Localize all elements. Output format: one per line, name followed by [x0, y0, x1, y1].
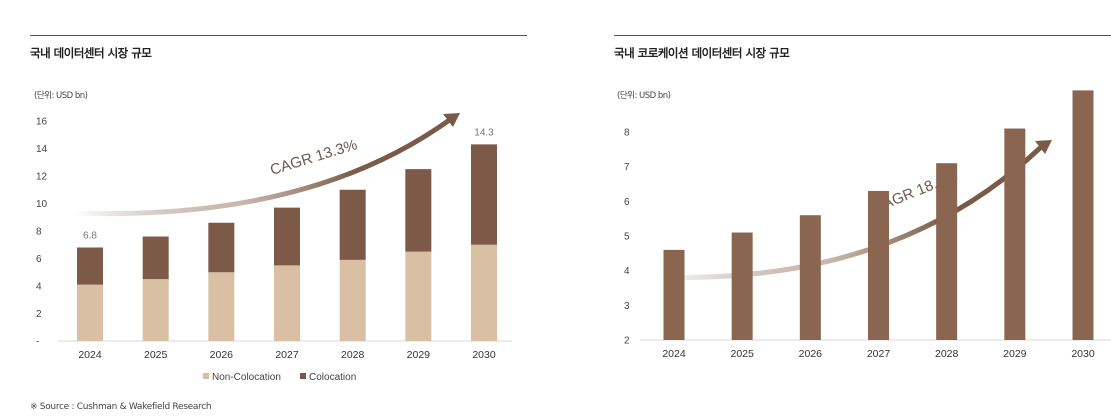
x-tick-label: 2027	[275, 349, 299, 361]
y-tick-label: 16	[36, 117, 48, 128]
bar-colocation-2025	[142, 236, 169, 280]
y-tick-label: 7	[624, 162, 630, 173]
x-tick-label: 2024	[662, 348, 686, 360]
cagr-arrow-shaft	[72, 118, 451, 217]
bar-non-colocation-2030	[471, 244, 497, 341]
legend-label-colocation: Colocation	[309, 372, 356, 383]
legend-swatch	[300, 373, 306, 379]
legend-swatch	[203, 373, 209, 379]
x-tick-label: 2028	[935, 348, 959, 360]
legend-label-non-colocation: Non-Colocation	[212, 372, 281, 383]
y-tick-label: 4	[624, 266, 630, 277]
x-tick-label: 2030	[1071, 348, 1095, 360]
y-tick-label: 14	[36, 144, 48, 155]
y-tick-label: 8	[36, 227, 42, 238]
bar-colocation-2026	[208, 222, 235, 273]
y-tick-label: 2	[624, 336, 630, 347]
y-tick-label: 2	[36, 309, 42, 320]
bar-non-colocation-2026	[208, 272, 235, 341]
data-label: 14.3	[474, 127, 494, 138]
x-tick-label: 2026	[210, 349, 234, 361]
left-top-rule	[30, 35, 527, 36]
y-tick-label: 6	[36, 254, 42, 265]
x-tick-label: 2028	[341, 349, 365, 361]
bar-non-colocation-2027	[274, 265, 300, 341]
y-tick-label: 6	[624, 197, 630, 208]
bar-colocation-2025	[731, 232, 753, 340]
right-chart-title: 국내 코로케이션 데이터센터 시장 규모	[614, 46, 790, 60]
x-tick-label: 2027	[867, 348, 891, 360]
data-label: 6.8	[83, 231, 97, 242]
y-tick-label: 5	[624, 232, 630, 243]
right-unit-label: (단위: USD bn)	[617, 91, 671, 101]
x-tick-label: 2030	[472, 349, 496, 361]
left-unit-label: (단위: USD bn)	[34, 91, 88, 101]
x-tick-label: 2025	[730, 348, 754, 360]
bar-colocation-2027	[868, 190, 889, 340]
y-tick-label: -	[36, 337, 39, 348]
bar-colocation-2027	[274, 207, 300, 266]
bar-colocation-2028	[936, 163, 958, 340]
cagr-arrowhead-icon	[443, 113, 460, 127]
cagr-arrow-shaft	[654, 145, 1043, 280]
bar-colocation-2029	[405, 169, 432, 252]
bar-colocation-2030	[1072, 90, 1094, 341]
right-top-rule	[614, 35, 1111, 36]
x-tick-label: 2029	[1003, 348, 1027, 360]
bar-colocation-2029	[1004, 128, 1026, 340]
y-tick-label: 4	[36, 282, 42, 293]
x-tick-label: 2029	[407, 349, 431, 361]
x-tick-label: 2025	[144, 349, 168, 361]
y-tick-label: 12	[36, 172, 48, 183]
bar-non-colocation-2024	[77, 284, 103, 341]
left-chart-title: 국내 데이터센터 시장 규모	[30, 46, 152, 60]
bar-colocation-2024	[77, 247, 103, 285]
bar-non-colocation-2029	[405, 251, 432, 341]
bar-colocation-2026	[799, 215, 821, 340]
y-tick-label: 8	[624, 128, 630, 139]
bar-colocation-2028	[339, 189, 366, 260]
bar-colocation-2030	[471, 144, 497, 245]
x-tick-label: 2026	[799, 348, 823, 360]
bar-non-colocation-2025	[142, 279, 169, 341]
cagr-arrowhead-icon	[1035, 140, 1052, 154]
bar-colocation-2024	[663, 249, 685, 340]
y-tick-label: 3	[624, 301, 630, 312]
y-tick-label: 10	[36, 199, 48, 210]
source-note: ※ Source : Cushman & Wakefield Research	[30, 402, 212, 412]
x-tick-label: 2024	[78, 349, 102, 361]
bar-non-colocation-2028	[339, 259, 366, 341]
